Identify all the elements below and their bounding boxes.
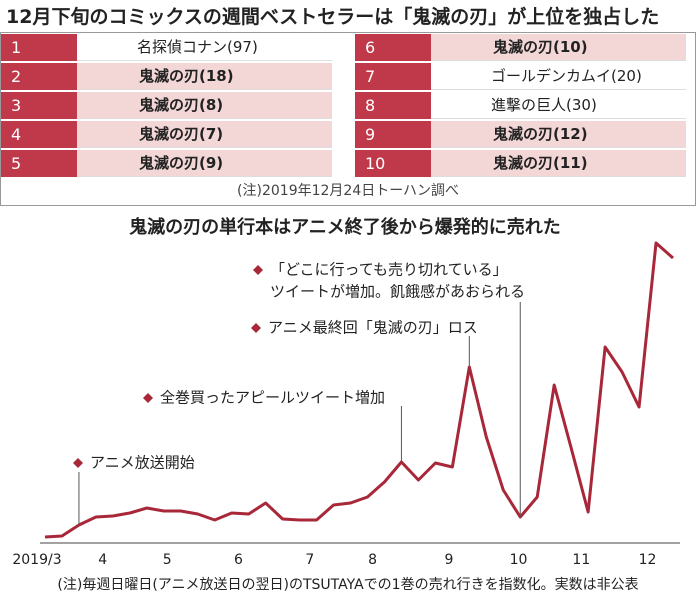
line-series [44,241,674,539]
rank-cell: 2 [1,63,77,90]
x-tick-label: 4 [98,552,107,568]
title-cell: 鬼滅の刃(9) [77,150,332,177]
annotation-text: アニメ放送開始 [90,454,195,472]
rank-cell: 8 [355,92,431,119]
rank-cell: 1 [1,34,77,61]
table-row: 1 名探偵コナン(97) [1,34,332,61]
annotation-marker [253,265,263,275]
title-cell: 鬼滅の刃(7) [77,121,332,148]
rank-cell: 6 [355,34,431,61]
annotation-text: アニメ最終回「鬼滅の刃」ロス [268,319,478,337]
table-row: 3 鬼滅の刃(8) [1,92,332,119]
x-tick-label: 9 [444,552,453,568]
annotation-marker [251,323,261,333]
rank-cell: 3 [1,92,77,119]
rank-cell: 10 [355,150,431,177]
title-cell: 進撃の巨人(30) [431,92,686,119]
x-tick-label: 2019/3 [12,552,61,568]
table-row: 2 鬼滅の刃(18) [1,63,332,90]
annotation-marker [143,393,153,403]
annotation-text: 全巻買ったアピールツイート増加 [160,389,385,407]
x-tick-label: 5 [163,552,172,568]
annotation-text: 「どこに行っても売り切れている」 [270,261,508,279]
page-title: 12月下旬のコミックスの週間ベストセラーは「鬼滅の刃」が上位を独占した [6,6,660,28]
chart: 鬼滅の刃の単行本はアニメ終了後から爆発的に売れた (注)毎週日曜日(アニメ放送日… [12,216,680,593]
annotation-marker [73,458,83,468]
x-tick-label: 10 [510,552,528,568]
table-row: 8 進撃の巨人(30) [355,92,686,119]
title-cell: 鬼滅の刃(11) [431,150,686,177]
table-row: 9 鬼滅の刃(12) [355,121,686,148]
rank-cell: 5 [1,150,77,177]
table-row: 4 鬼滅の刃(7) [1,121,332,148]
title-cell: 鬼滅の刃(18) [77,63,332,90]
chart-title: 鬼滅の刃の単行本はアニメ終了後から爆発的に売れた [129,216,561,238]
x-tick-label: 6 [234,552,243,568]
table-note: (注)2019年12月24日トーハン調べ [237,183,459,199]
chart-note: (注)毎週日曜日(アニメ放送日の翌日)のTSUTAYAでの1巻の売れ行きを指数化… [57,577,638,593]
table-row: 5 鬼滅の刃(9) [1,150,332,177]
title-cell: 鬼滅の刃(10) [431,34,686,61]
title-cell: 鬼滅の刃(8) [77,92,332,119]
x-tick-label: 12 [639,552,657,568]
table-row: 10 鬼滅の刃(11) [355,150,686,177]
x-tick-label: 11 [572,552,590,568]
table-row: 7 ゴールデンカムイ(20) [355,63,686,90]
table-row: 6 鬼滅の刃(10) [355,34,686,61]
x-tick-label: 7 [305,552,314,568]
x-tick-label: 8 [368,552,377,568]
annotation-text: ツイートが増加。飢餓感があおられる [270,283,525,301]
ranking-table: (注)2019年12月24日トーハン調べ 1 名探偵コナン(97) 2 鬼滅の刃(18… [0,32,696,206]
title-cell: 名探偵コナン(97) [77,34,332,61]
rank-cell: 9 [355,121,431,148]
rank-cell: 7 [355,63,431,90]
title-cell: 鬼滅の刃(12) [431,121,686,148]
title-cell: ゴールデンカムイ(20) [431,63,686,90]
rank-cell: 4 [1,121,77,148]
